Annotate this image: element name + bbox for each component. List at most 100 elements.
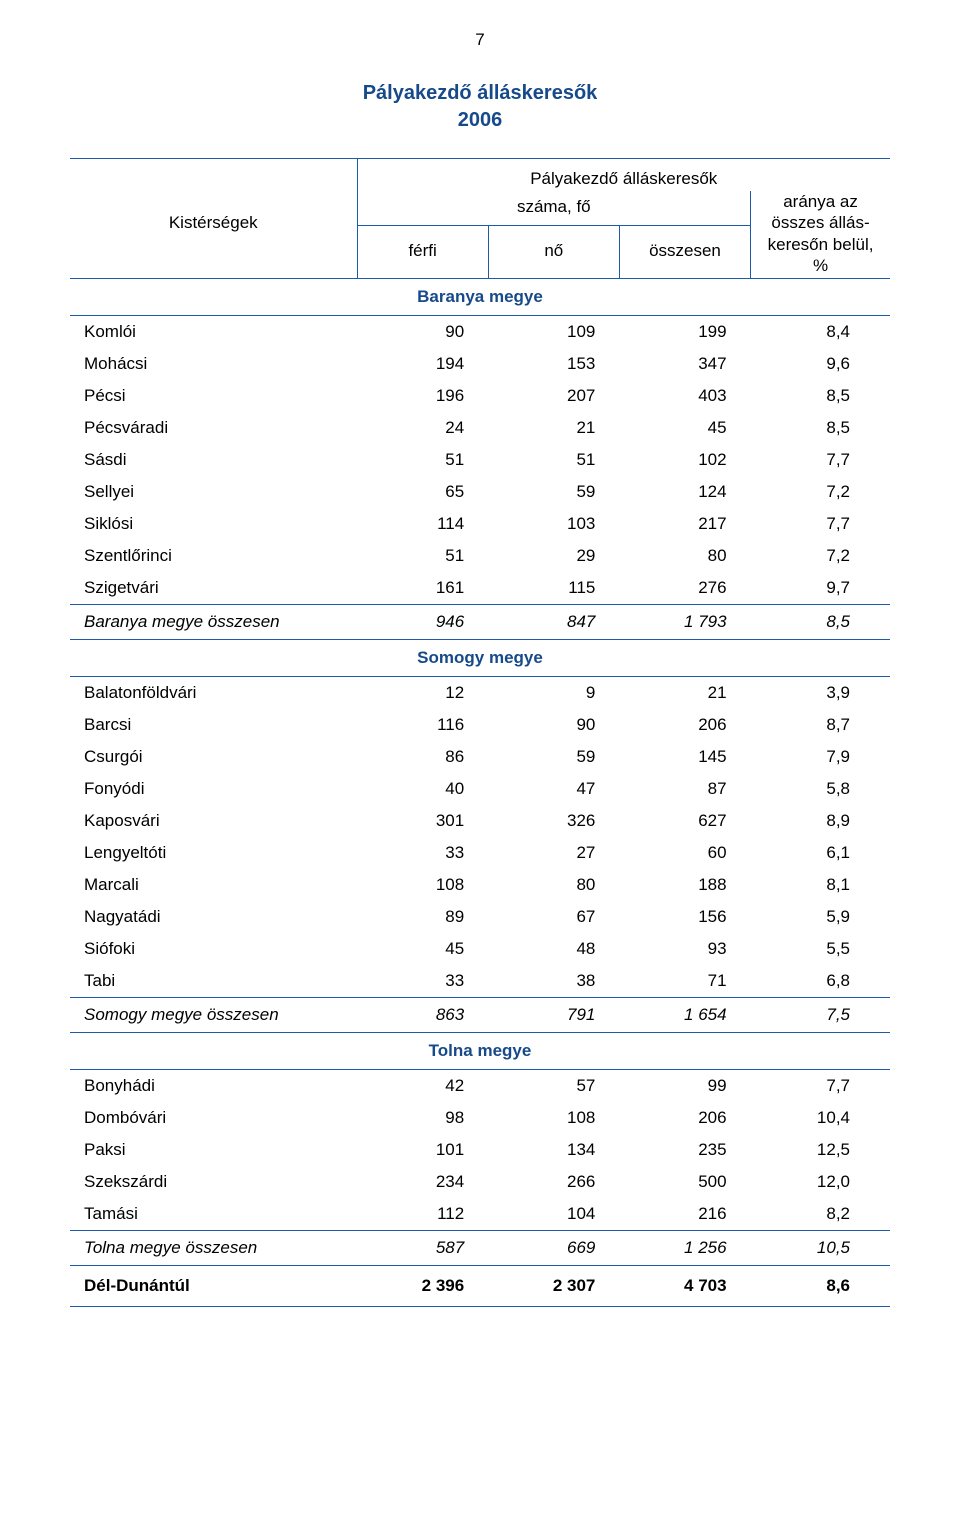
cell-value: 9,7 xyxy=(751,572,890,605)
cell-value: 57 xyxy=(488,1070,619,1103)
cell-value: 124 xyxy=(619,476,750,508)
cell-value: 38 xyxy=(488,965,619,998)
subtotal-row: Somogy megye összesen8637911 6547,5 xyxy=(70,998,890,1033)
cell-value: 8,5 xyxy=(751,605,890,640)
table-row: Pécsi1962074038,5 xyxy=(70,380,890,412)
row-label: Kaposvári xyxy=(70,805,357,837)
cell-value: 276 xyxy=(619,572,750,605)
cell-value: 24 xyxy=(357,412,488,444)
table-row: Sásdi51511027,7 xyxy=(70,444,890,476)
cell-value: 6,8 xyxy=(751,965,890,998)
row-label: Paksi xyxy=(70,1134,357,1166)
cell-value: 8,5 xyxy=(751,380,890,412)
cell-value: 87 xyxy=(619,773,750,805)
row-label: Barcsi xyxy=(70,709,357,741)
cell-value: 86 xyxy=(357,741,488,773)
cell-value: 59 xyxy=(488,741,619,773)
row-label: Fonyódi xyxy=(70,773,357,805)
cell-value: 5,5 xyxy=(751,933,890,965)
cell-value: 80 xyxy=(488,869,619,901)
cell-value: 326 xyxy=(488,805,619,837)
cell-value: 161 xyxy=(357,572,488,605)
cell-value: 12,0 xyxy=(751,1166,890,1198)
table-row: Sellyei65591247,2 xyxy=(70,476,890,508)
header-group-top: Pályakezdő álláskeresők xyxy=(357,159,890,192)
table-row: Szentlőrinci5129807,2 xyxy=(70,540,890,572)
cell-value: 234 xyxy=(357,1166,488,1198)
cell-value: 8,6 xyxy=(751,1266,890,1307)
row-label: Csurgói xyxy=(70,741,357,773)
row-label: Pécsváradi xyxy=(70,412,357,444)
cell-value: 188 xyxy=(619,869,750,901)
cell-value: 2 396 xyxy=(357,1266,488,1307)
cell-value: 65 xyxy=(357,476,488,508)
table-row: Szekszárdi23426650012,0 xyxy=(70,1166,890,1198)
row-label: Nagyatádi xyxy=(70,901,357,933)
cell-value: 196 xyxy=(357,380,488,412)
cell-value: 45 xyxy=(357,933,488,965)
row-label: Bonyhádi xyxy=(70,1070,357,1103)
cell-value: 33 xyxy=(357,965,488,998)
table-row: Szigetvári1611152769,7 xyxy=(70,572,890,605)
row-label: Tabi xyxy=(70,965,357,998)
document-title: Pályakezdő álláskeresők 2006 xyxy=(70,80,890,134)
cell-value: 6,1 xyxy=(751,837,890,869)
cell-value: 206 xyxy=(619,1102,750,1134)
row-label: Somogy megye összesen xyxy=(70,998,357,1033)
row-label: Komlói xyxy=(70,316,357,349)
cell-value: 108 xyxy=(357,869,488,901)
section-row: Tolna megye xyxy=(70,1033,890,1070)
cell-value: 8,4 xyxy=(751,316,890,349)
cell-value: 8,7 xyxy=(751,709,890,741)
cell-value: 10,4 xyxy=(751,1102,890,1134)
cell-value: 7,2 xyxy=(751,476,890,508)
table-row: Lengyeltóti3327606,1 xyxy=(70,837,890,869)
cell-value: 7,2 xyxy=(751,540,890,572)
cell-value: 101 xyxy=(357,1134,488,1166)
subtotal-row: Baranya megye összesen9468471 7938,5 xyxy=(70,605,890,640)
subtotal-row: Tolna megye összesen5876691 25610,5 xyxy=(70,1231,890,1266)
cell-value: 791 xyxy=(488,998,619,1033)
header-szama-fo: száma, fő xyxy=(357,191,751,225)
cell-value: 48 xyxy=(488,933,619,965)
cell-value: 8,5 xyxy=(751,412,890,444)
cell-value: 217 xyxy=(619,508,750,540)
cell-value: 29 xyxy=(488,540,619,572)
row-label: Marcali xyxy=(70,869,357,901)
cell-value: 301 xyxy=(357,805,488,837)
cell-value: 80 xyxy=(619,540,750,572)
cell-value: 115 xyxy=(488,572,619,605)
cell-value: 112 xyxy=(357,1198,488,1231)
row-label: Tolna megye összesen xyxy=(70,1231,357,1266)
table-row: Bonyhádi4257997,7 xyxy=(70,1070,890,1103)
header-ratio-l1: aránya az xyxy=(783,192,858,211)
table-row: Kaposvári3013266278,9 xyxy=(70,805,890,837)
cell-value: 863 xyxy=(357,998,488,1033)
title-line-1: Pályakezdő álláskeresők xyxy=(70,80,890,107)
cell-value: 199 xyxy=(619,316,750,349)
table-row: Nagyatádi89671565,9 xyxy=(70,901,890,933)
cell-value: 266 xyxy=(488,1166,619,1198)
table-row: Barcsi116902068,7 xyxy=(70,709,890,741)
cell-value: 153 xyxy=(488,348,619,380)
row-label: Szigetvári xyxy=(70,572,357,605)
cell-value: 235 xyxy=(619,1134,750,1166)
row-label: Tamási xyxy=(70,1198,357,1231)
section-title: Somogy megye xyxy=(70,640,890,677)
cell-value: 89 xyxy=(357,901,488,933)
cell-value: 9 xyxy=(488,677,619,710)
cell-value: 42 xyxy=(357,1070,488,1103)
table-row: Mohácsi1941533479,6 xyxy=(70,348,890,380)
cell-value: 3,9 xyxy=(751,677,890,710)
cell-value: 104 xyxy=(488,1198,619,1231)
cell-value: 216 xyxy=(619,1198,750,1231)
row-label: Mohácsi xyxy=(70,348,357,380)
cell-value: 7,9 xyxy=(751,741,890,773)
cell-value: 847 xyxy=(488,605,619,640)
cell-value: 8,9 xyxy=(751,805,890,837)
cell-value: 12 xyxy=(357,677,488,710)
row-label: Dombóvári xyxy=(70,1102,357,1134)
title-line-2: 2006 xyxy=(70,107,890,134)
header-ratio-l2: összes állás- xyxy=(771,213,869,232)
row-label: Siklósi xyxy=(70,508,357,540)
